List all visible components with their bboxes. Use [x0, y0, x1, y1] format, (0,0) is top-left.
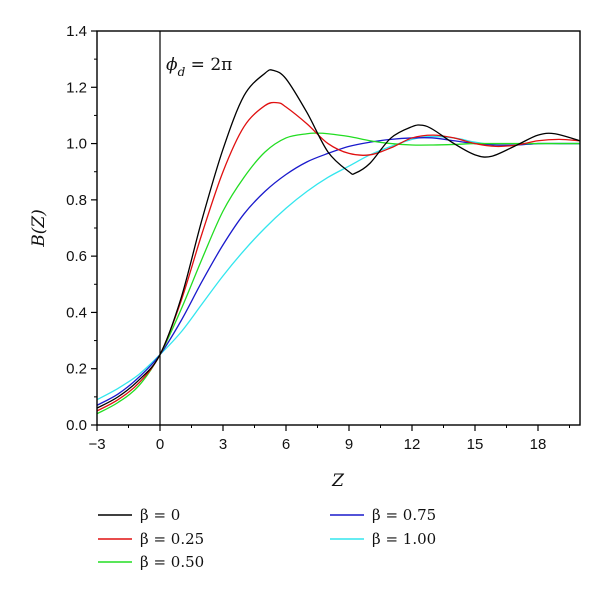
legend-label: β = 1.00 [372, 530, 436, 548]
plot-area [96, 30, 581, 426]
legend: β = 0 β = 0.25 β = 0.50 β = 0.75 β = 1.00 [98, 506, 436, 571]
y-tick-label: 0.0 [66, 417, 87, 434]
y-tick-label: 0.4 [66, 304, 87, 321]
x-tick-label: 18 [530, 436, 547, 453]
legend-label: β = 0 [140, 506, 180, 524]
legend-item: β = 0.25 [98, 530, 204, 548]
legend-item: β = 0.50 [98, 553, 204, 571]
legend-item: β = 0 [98, 506, 180, 524]
y-tick-label: 0.6 [66, 248, 87, 265]
legend-item: β = 0.75 [330, 506, 436, 524]
x-tick-label: 15 [467, 436, 484, 453]
x-tick-label: 6 [282, 436, 290, 453]
x-tick-label: 12 [404, 436, 421, 453]
legend-label: β = 0.25 [140, 530, 204, 548]
series-line-2 [96, 132, 580, 415]
annotation-phi: ϕd = 2π [166, 55, 232, 79]
x-tick-label: 9 [345, 436, 353, 453]
x-axis-title: Z [331, 471, 345, 491]
legend-label: β = 0.50 [140, 553, 204, 571]
y-tick-label: 0.8 [66, 192, 87, 209]
y-axis: 0.0 0.2 0.4 0.6 0.8 1.0 1.2 1.4 [66, 23, 97, 434]
y-axis-title: B(Z) [29, 209, 49, 248]
annotation-main: ϕ [166, 55, 178, 75]
y-tick-label: 1.2 [66, 79, 87, 96]
x-axis: −3 0 3 6 9 12 15 18 [88, 425, 570, 453]
x-tick-label: 0 [156, 436, 164, 453]
legend-item: β = 1.00 [330, 530, 436, 548]
y-tick-label: 1.0 [66, 136, 87, 153]
plot-background [97, 31, 580, 425]
series-line-1 [96, 101, 581, 412]
series-group [96, 69, 581, 415]
x-tick-label: 3 [219, 436, 227, 453]
legend-label: β = 0.75 [372, 506, 436, 524]
y-tick-label: 1.4 [66, 23, 87, 40]
series-line-0 [96, 69, 581, 409]
annotation-subscript: d [178, 65, 186, 79]
annotation-rest: = 2π [185, 55, 232, 75]
y-tick-label: 0.2 [66, 361, 87, 378]
x-tick-label: −3 [88, 436, 105, 453]
